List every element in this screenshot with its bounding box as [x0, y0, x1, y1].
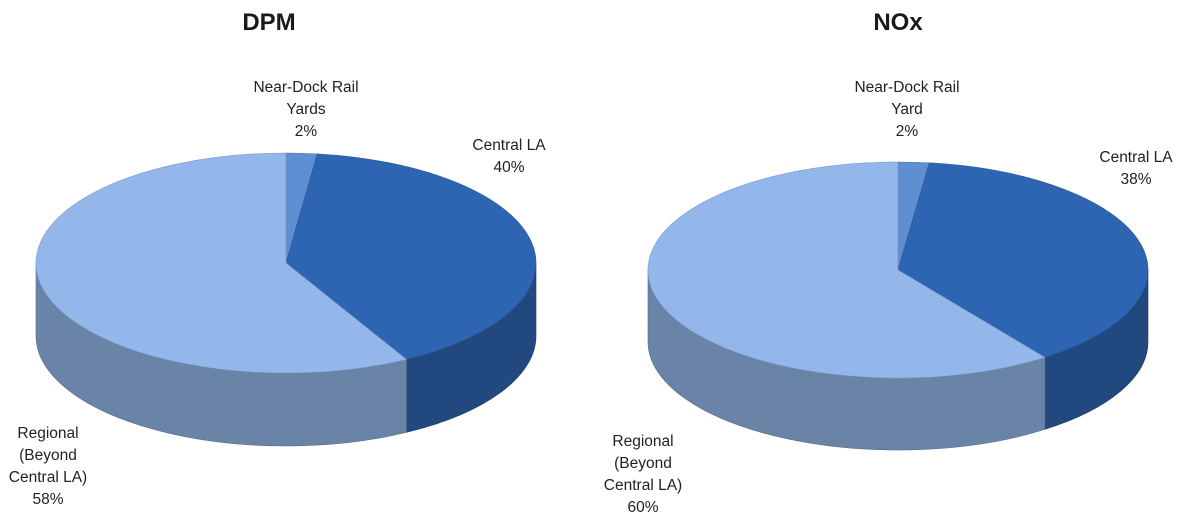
pie0-label-1: Central LA 40% [472, 137, 546, 176]
pie-chart-nox: Near-Dock Rail Yard 2% Central LA 38% Regiona… [604, 79, 1173, 516]
chart-title-nox: NOx [873, 9, 923, 36]
pie1-slice-1 [897, 162, 1149, 358]
pie0-slice-2 [35, 152, 408, 374]
chart-title-dpm: DPM [242, 9, 295, 36]
pie0-label-0: Near-Dock Rail Yards 2% [253, 79, 358, 140]
pie1-label-2: Regional (Beyond Central LA) 60% [604, 433, 682, 516]
pie1-label-1: Central LA 38% [1099, 149, 1173, 188]
pie1-label-0: Near-Dock Rail Yard 2% [854, 79, 959, 140]
pie0-label-2: Regional (Beyond Central LA) 58% [9, 425, 87, 508]
pie1-slice-2 [647, 161, 1046, 379]
pie0-slice-1 [285, 153, 537, 360]
pie-chart-dpm: Near-Dock Rail Yards 2% Central LA 40% Region… [9, 79, 546, 508]
